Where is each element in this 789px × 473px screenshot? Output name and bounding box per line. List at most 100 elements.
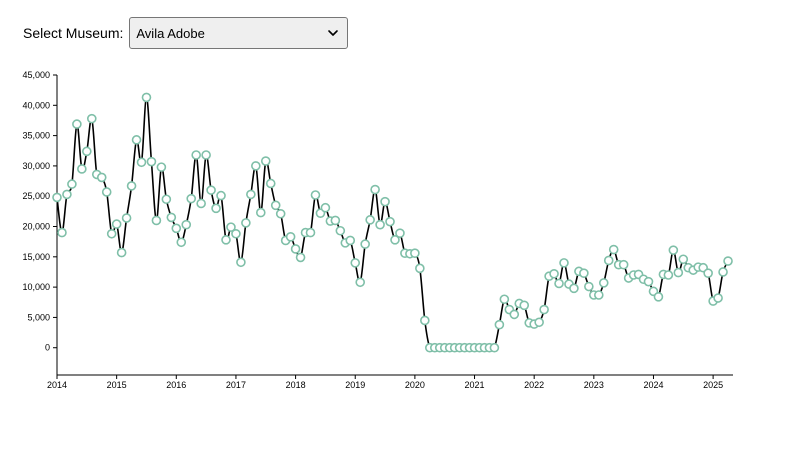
data-point[interactable] (111, 219, 122, 229)
data-point[interactable] (181, 219, 192, 230)
data-point[interactable] (310, 190, 321, 200)
data-point[interactable] (489, 342, 500, 353)
data-point[interactable] (251, 161, 261, 171)
data-point[interactable] (355, 277, 366, 288)
data-point[interactable] (559, 258, 569, 268)
data-point[interactable] (211, 203, 221, 214)
data-point[interactable] (608, 244, 619, 255)
data-point[interactable] (166, 212, 177, 223)
data-point[interactable] (668, 245, 679, 255)
data-point[interactable] (390, 235, 400, 245)
data-point[interactable] (176, 237, 187, 248)
data-point[interactable] (72, 119, 82, 129)
data-point[interactable] (126, 181, 137, 191)
data-point[interactable] (77, 164, 87, 174)
data-point[interactable] (201, 150, 211, 160)
y-tick-label: 30,000 (22, 161, 50, 171)
data-point[interactable] (499, 294, 510, 305)
data-point[interactable] (141, 92, 152, 103)
data-point[interactable] (509, 309, 520, 320)
data-point[interactable] (360, 239, 370, 249)
data-point[interactable] (265, 178, 276, 189)
data-point[interactable] (206, 185, 216, 195)
data-point[interactable] (57, 227, 67, 238)
data-point[interactable] (186, 193, 197, 204)
series-line (56, 96, 729, 351)
data-point[interactable] (598, 278, 609, 288)
data-point[interactable] (579, 268, 589, 278)
data-point[interactable] (161, 194, 172, 205)
data-point[interactable] (330, 215, 341, 226)
data-point[interactable] (136, 157, 147, 168)
x-tick-label: 2020 (405, 380, 425, 390)
data-point[interactable] (569, 283, 579, 294)
data-point[interactable] (231, 228, 241, 239)
data-point[interactable] (554, 278, 564, 289)
data-point[interactable] (320, 202, 331, 213)
data-point[interactable] (191, 150, 201, 160)
data-point[interactable] (255, 207, 266, 218)
data-point[interactable] (285, 232, 296, 242)
data-point[interactable] (221, 235, 231, 245)
data-point[interactable] (275, 208, 286, 219)
data-point[interactable] (290, 244, 301, 254)
data-point[interactable] (584, 281, 594, 292)
museum-select[interactable]: Avila Adobe (129, 17, 349, 49)
data-point[interactable] (151, 215, 162, 226)
data-point[interactable] (703, 268, 713, 278)
data-point[interactable] (260, 156, 271, 166)
data-point[interactable] (196, 198, 206, 209)
data-point[interactable] (643, 276, 654, 287)
data-point[interactable] (116, 247, 127, 258)
data-point[interactable] (370, 184, 380, 195)
data-point[interactable] (216, 190, 226, 201)
data-point[interactable] (539, 304, 549, 315)
data-point[interactable] (96, 172, 107, 183)
data-point[interactable] (335, 225, 346, 236)
data-point[interactable] (653, 292, 664, 302)
data-point[interactable] (241, 218, 251, 228)
data-point[interactable] (62, 189, 72, 200)
data-point[interactable] (618, 259, 629, 270)
data-point[interactable] (713, 293, 723, 303)
data-point[interactable] (395, 228, 405, 238)
data-point[interactable] (718, 267, 728, 277)
data-point[interactable] (519, 300, 530, 311)
data-point[interactable] (52, 192, 62, 203)
data-point[interactable] (603, 255, 614, 266)
data-point[interactable] (270, 200, 281, 211)
data-point[interactable] (86, 113, 97, 124)
data-point[interactable] (106, 228, 117, 239)
data-point[interactable] (101, 187, 112, 197)
data-point[interactable] (365, 215, 375, 225)
data-point[interactable] (663, 270, 674, 280)
data-point[interactable] (295, 252, 306, 263)
data-point[interactable] (131, 135, 142, 145)
data-point[interactable] (67, 179, 77, 189)
data-point[interactable] (380, 196, 390, 207)
data-point[interactable] (345, 235, 356, 246)
data-point[interactable] (121, 213, 132, 223)
data-point[interactable] (171, 223, 182, 234)
data-point[interactable] (236, 257, 246, 268)
data-point[interactable] (534, 317, 544, 328)
data-point[interactable] (593, 290, 604, 300)
data-point[interactable] (678, 254, 689, 265)
data-point[interactable] (420, 315, 430, 326)
x-tick-label: 2018 (286, 380, 306, 390)
data-point[interactable] (246, 189, 256, 200)
data-point[interactable] (385, 216, 395, 227)
data-point[interactable] (723, 256, 733, 266)
data-point[interactable] (156, 162, 167, 172)
data-point[interactable] (673, 267, 684, 278)
data-point[interactable] (410, 248, 420, 258)
data-point[interactable] (82, 146, 92, 157)
data-point[interactable] (549, 268, 559, 279)
data-point[interactable] (494, 319, 505, 330)
data-point[interactable] (350, 258, 361, 268)
data-point[interactable] (415, 263, 425, 274)
data-point[interactable] (226, 222, 236, 232)
data-point[interactable] (375, 219, 385, 230)
data-point[interactable] (305, 227, 316, 238)
data-point[interactable] (146, 156, 157, 167)
